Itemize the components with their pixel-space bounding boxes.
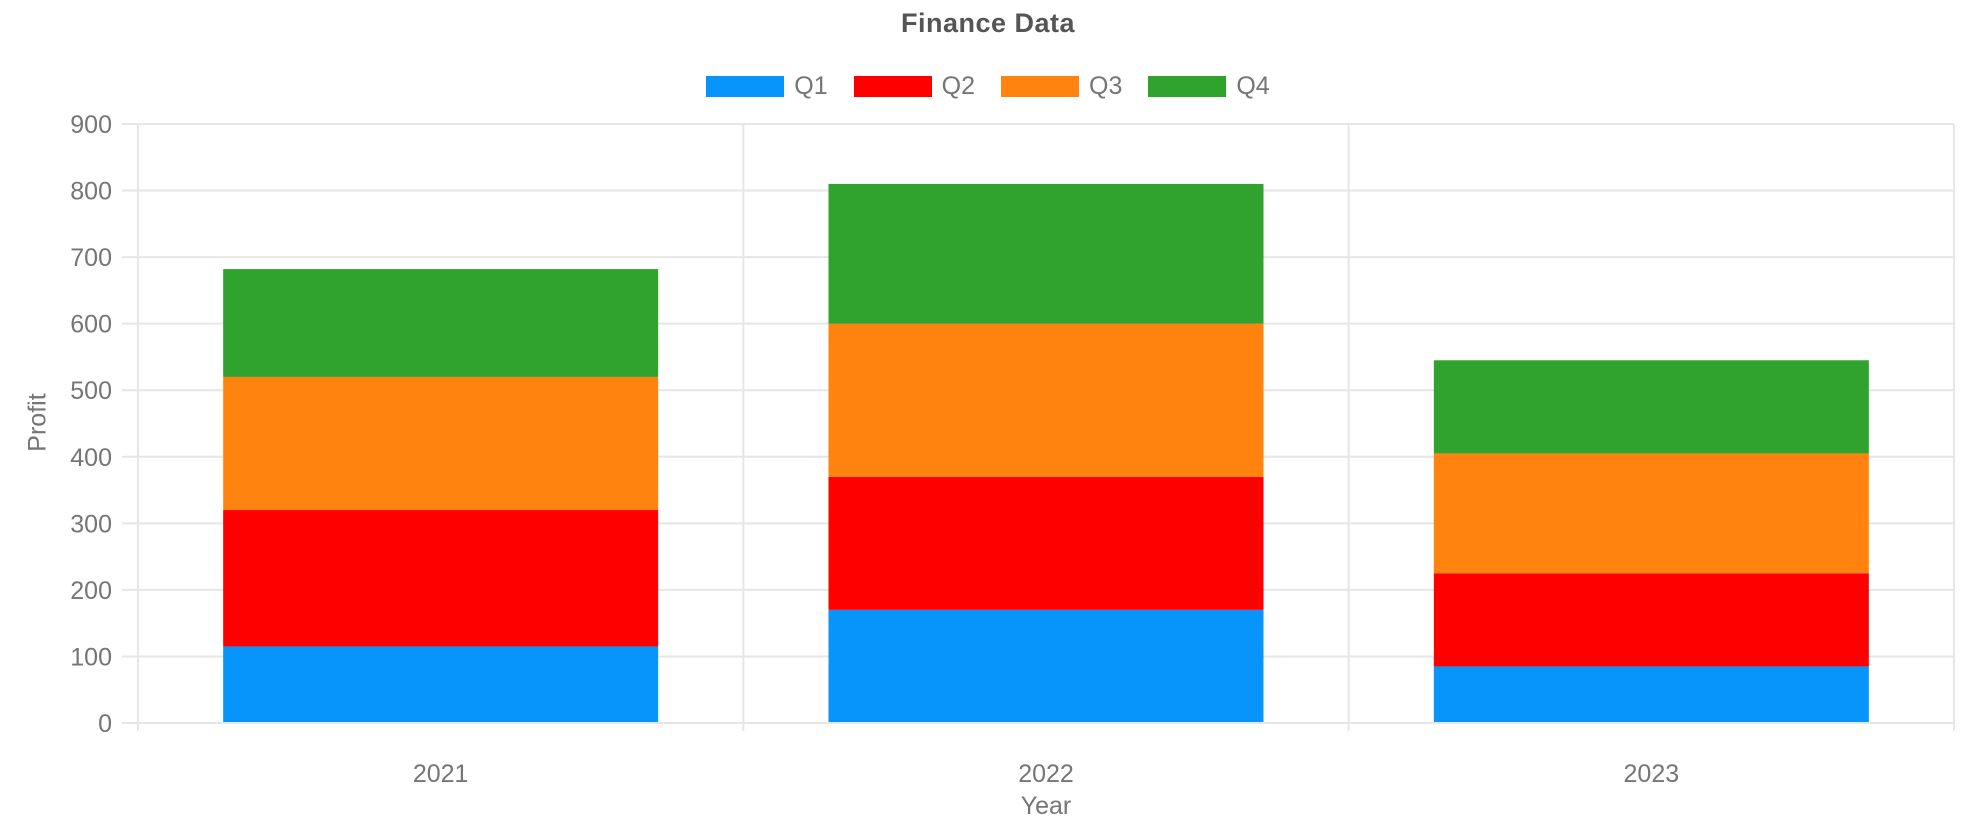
x-tick-label-2021: 2021 xyxy=(413,760,469,788)
y-tick-label-400: 400 xyxy=(70,444,112,472)
legend: Q1 Q2 Q3 Q4 xyxy=(0,71,1976,101)
legend-label-Q4: Q4 xyxy=(1236,71,1270,100)
bar-segment-2022-Q1[interactable] xyxy=(828,609,1264,723)
bar-segment-2022-Q3[interactable] xyxy=(828,323,1264,477)
y-tick-label-100: 100 xyxy=(70,643,112,671)
legend-item-Q2[interactable]: Q2 xyxy=(853,71,975,101)
legend-swatch-Q4 xyxy=(1148,75,1227,97)
legend-label-Q2: Q2 xyxy=(941,71,975,100)
x-axis-title: Year xyxy=(1020,792,1072,820)
bar-segment-2021-Q4[interactable] xyxy=(223,269,659,377)
bar-segment-2023-Q4[interactable] xyxy=(1433,360,1869,454)
legend-swatch-Q3 xyxy=(1001,75,1079,97)
y-tick-label-200: 200 xyxy=(70,577,112,605)
bar-segment-2021-Q1[interactable] xyxy=(223,646,659,723)
y-tick-label-500: 500 xyxy=(70,377,112,405)
bar-segment-2021-Q2[interactable] xyxy=(223,510,659,647)
y-tick-label-0: 0 xyxy=(98,710,112,738)
legend-label-Q1: Q1 xyxy=(794,71,828,100)
legend-item-Q4[interactable]: Q4 xyxy=(1148,71,1270,101)
bar-segment-2023-Q2[interactable] xyxy=(1433,573,1869,667)
y-tick-label-700: 700 xyxy=(70,244,112,272)
bar-segment-2023-Q3[interactable] xyxy=(1433,453,1869,574)
y-tick-label-300: 300 xyxy=(70,510,112,538)
chart-title: Finance Data xyxy=(900,8,1076,38)
bar-segment-2021-Q3[interactable] xyxy=(223,376,659,511)
bar-segment-2022-Q2[interactable] xyxy=(828,476,1264,610)
y-axis-title: Profit xyxy=(23,393,52,452)
legend-swatch-Q1 xyxy=(706,75,785,97)
legend-swatch-Q2 xyxy=(853,75,932,97)
bar-segment-2022-Q4[interactable] xyxy=(828,183,1264,324)
y-tick-label-800: 800 xyxy=(70,178,112,206)
y-tick-label-900: 900 xyxy=(70,111,112,139)
y-tick-label-600: 600 xyxy=(70,311,112,339)
legend-item-Q3[interactable]: Q3 xyxy=(1001,72,1122,101)
x-tick-label-2023: 2023 xyxy=(1624,760,1680,788)
legend-label-Q3: Q3 xyxy=(1089,71,1123,100)
bar-segment-2023-Q1[interactable] xyxy=(1433,666,1869,723)
legend-item-Q1[interactable]: Q1 xyxy=(706,71,828,101)
x-tick-label-2022: 2022 xyxy=(1018,760,1074,788)
